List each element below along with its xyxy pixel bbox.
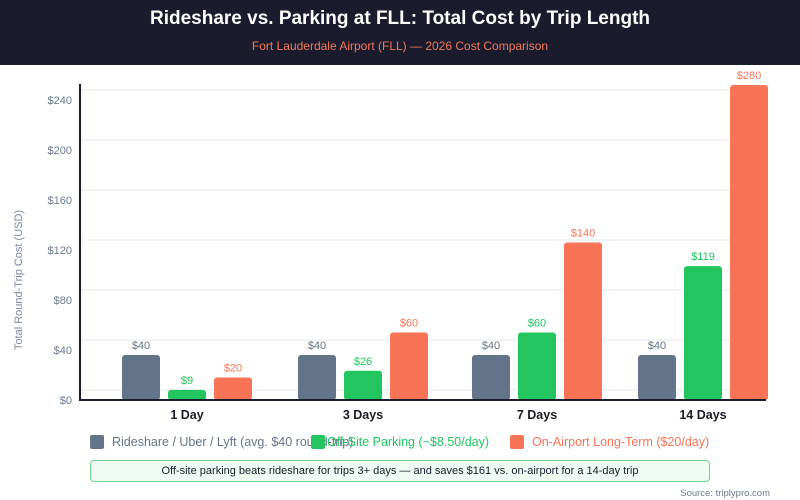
y-tick-label: $80 (54, 295, 72, 307)
bar-chart: $0 $40 $80 $120 $160 $200 $240 Total Round-Tri… (13, 70, 768, 422)
data-labels: $40 $9 $20 $40 $26 $60 $40 $60 $140 $40 $119 $280 (132, 70, 761, 387)
bar (168, 389, 206, 400)
legend-item-onairport: On-Airport Long-Term ($20/day) (510, 434, 709, 450)
data-label: $280 (737, 70, 761, 82)
legend-label-onairport: On-Airport Long-Term ($20/day) (532, 435, 710, 449)
y-tick-label: $120 (48, 245, 72, 257)
bars (122, 85, 768, 400)
legend-item-rideshare: Rideshare / Uber / Lyft (avg. $40 round-… (90, 434, 353, 450)
data-label: $40 (132, 340, 150, 352)
data-label: $40 (308, 340, 326, 352)
legend-label-rideshare: Rideshare / Uber / Lyft (avg. $40 round-… (112, 435, 354, 449)
y-tick-label: $200 (48, 145, 72, 157)
chart-title: Rideshare vs. Parking at FLL: Total Cost… (149, 8, 651, 29)
legend-swatch-offsite (311, 435, 325, 449)
chart-subtitle: Fort Lauderdale Airport (FLL) — 2026 Cos… (251, 39, 549, 53)
bar (390, 332, 428, 400)
chart-header: Rideshare vs. Parking at FLL: Total Cost… (0, 0, 800, 65)
data-label: $40 (648, 340, 666, 352)
x-tick-label: 1 Day (170, 408, 203, 422)
y-axis-ticks: $0 $40 $80 $120 $160 $200 $240 (48, 95, 72, 407)
y-tick-label: $160 (48, 195, 72, 207)
data-label: $60 (400, 318, 418, 330)
bar (730, 85, 768, 400)
bar (298, 355, 336, 400)
data-label: $26 (354, 356, 372, 368)
bar (344, 370, 382, 400)
gridlines (81, 89, 766, 391)
bar (684, 266, 722, 400)
data-label: $20 (224, 363, 242, 375)
bar (518, 332, 556, 400)
data-label: $40 (482, 340, 500, 352)
data-label: $119 (691, 251, 715, 263)
y-tick-label: $0 (60, 395, 72, 407)
data-label: $140 (571, 228, 595, 240)
bar (122, 355, 160, 400)
x-tick-label: 14 Days (679, 408, 726, 422)
bar (564, 242, 602, 400)
legend-item-offsite: Off-Site Parking (~$8.50/day) (311, 434, 489, 450)
data-label: $60 (528, 318, 546, 330)
x-tick-label: 3 Days (343, 408, 383, 422)
callout-box: Off-site parking beats rideshare for tri… (90, 460, 710, 482)
legend-swatch-onairport (510, 435, 524, 449)
y-tick-label: $240 (48, 95, 72, 107)
source-text: Source: triplypro.com (680, 488, 770, 499)
x-axis-ticks: 1 Day 3 Days 7 Days 14 Days (170, 408, 726, 422)
y-axis-label: Total Round-Trip Cost (USD) (13, 210, 25, 350)
x-tick-label: 7 Days (517, 408, 557, 422)
legend-label-offsite: Off-Site Parking (~$8.50/day) (327, 435, 490, 449)
bar (214, 377, 252, 400)
legend-swatch-rideshare (90, 435, 104, 449)
bar (638, 355, 676, 400)
bar (472, 355, 510, 400)
data-label: $9 (181, 375, 193, 387)
y-tick-label: $40 (54, 345, 72, 357)
